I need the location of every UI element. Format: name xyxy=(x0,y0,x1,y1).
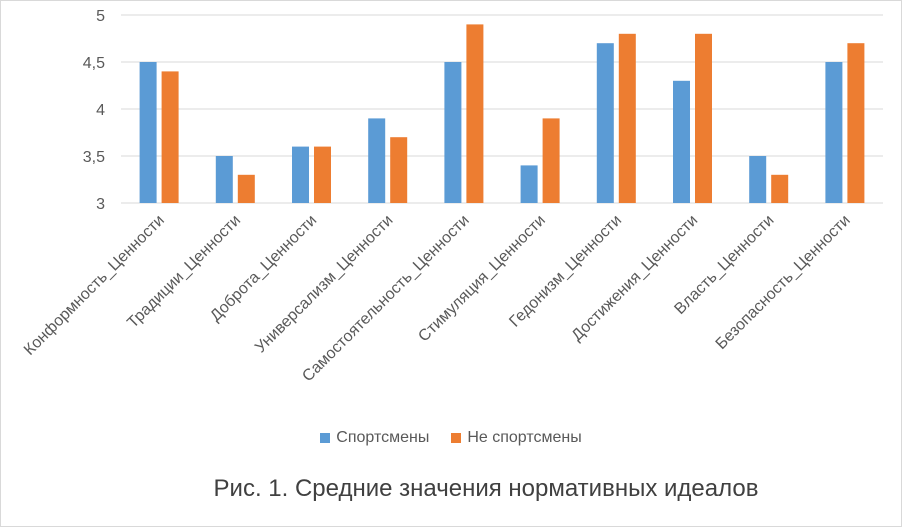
x-category-label: Стимуляция_Ценности xyxy=(415,212,549,346)
bar-series-2 xyxy=(314,146,331,203)
y-tick-label: 4,5 xyxy=(83,55,105,72)
bar-series-2 xyxy=(237,174,255,203)
bar-series-1 xyxy=(749,156,767,203)
bar-series-1 xyxy=(215,156,233,203)
bar-series-1 xyxy=(368,118,386,203)
bar-series-2 xyxy=(695,33,712,203)
x-category-label: Универсализм_Ценности xyxy=(252,212,396,356)
legend-item-series-2: Не спортсмены xyxy=(451,429,582,447)
bar-series-2 xyxy=(771,174,789,203)
legend-label-series-1: Спортсмены xyxy=(336,429,430,446)
bar-series-2 xyxy=(847,43,865,204)
bar-series-1 xyxy=(520,165,538,203)
legend-item-series-1: Спортсмены xyxy=(320,429,429,447)
legend-swatch-series-2 xyxy=(451,433,462,443)
bar-series-2 xyxy=(618,33,636,203)
bar-series-2 xyxy=(542,118,560,203)
bar-series-1 xyxy=(444,62,462,203)
bar-series-2 xyxy=(161,71,179,204)
bar-series-1 xyxy=(596,43,614,204)
y-tick-label: 3,5 xyxy=(83,149,105,166)
figure-caption: Рис. 1. Средние значения нормативных иде… xyxy=(213,475,759,502)
y-tick-label: 5 xyxy=(96,8,105,25)
y-tick-label: 4 xyxy=(96,102,105,119)
chart-plot: 33,544,55Конформность_ЦенностиТрадиции_Ц… xyxy=(21,8,883,385)
legend-label-series-2: Не спортсмены xyxy=(467,429,582,446)
legend: Спортсмены Не спортсмены xyxy=(1,429,901,447)
bar-series-1 xyxy=(139,62,157,203)
bar-series-2 xyxy=(390,137,408,203)
bar-series-1 xyxy=(292,146,309,203)
legend-swatch-series-1 xyxy=(320,433,331,443)
bar-series-1 xyxy=(673,80,690,203)
bar-series-2 xyxy=(466,24,484,204)
y-tick-label: 3 xyxy=(96,196,105,213)
bar-series-1 xyxy=(825,62,843,203)
x-category-label: Безопасность_Ценности xyxy=(713,212,854,353)
x-category-label: Самостоятельность_Ценности xyxy=(299,212,472,385)
x-category-label: Достижения_Ценности xyxy=(569,212,702,345)
x-category-label: Конформность_Ценности xyxy=(21,212,168,359)
